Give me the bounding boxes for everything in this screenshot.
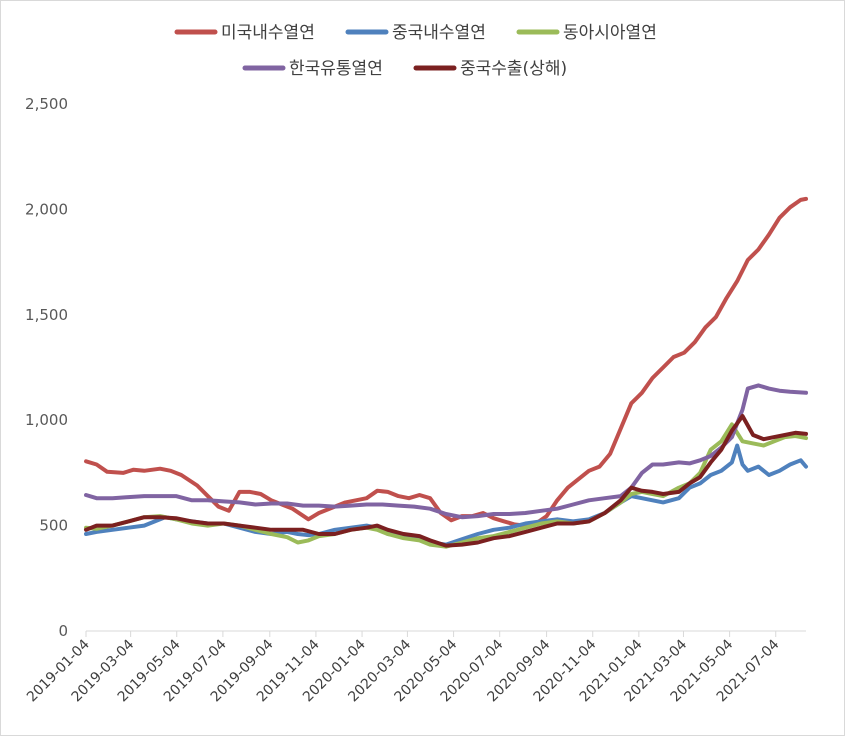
x-axis: 2019-01-042019-03-042019-05-042019-07-04… [24, 630, 806, 705]
plot-area [84, 196, 808, 549]
legend-label: 중국내수열연 [392, 23, 486, 43]
y-tick-label: 500 [39, 517, 68, 535]
series-line [84, 414, 808, 548]
series-line [84, 383, 808, 520]
y-axis: 0 500 1,000 1,500 2,000 2,500 [25, 95, 68, 640]
y-tick-label: 1,000 [25, 411, 68, 429]
y-tick-label: 2,000 [25, 200, 68, 218]
legend-label: 중국수출(상해) [460, 59, 567, 79]
legend-label: 동아시아열연 [563, 23, 657, 43]
y-tick-label: 2,500 [25, 95, 68, 113]
y-tick-label: 1,500 [25, 306, 68, 324]
legend-label: 미국내수열연 [221, 23, 315, 43]
legend-label: 한국유통열연 [289, 59, 383, 79]
y-tick-label: 0 [58, 622, 68, 640]
